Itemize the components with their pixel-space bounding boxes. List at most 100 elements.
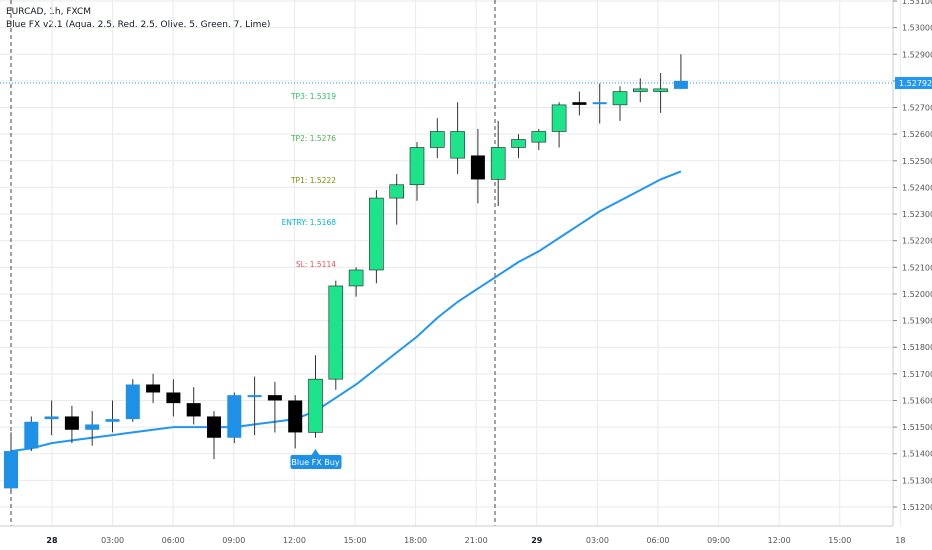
candle-body <box>227 395 242 438</box>
moving-average <box>10 170 682 453</box>
candle[interactable] <box>24 416 39 452</box>
candle[interactable] <box>612 86 628 121</box>
ma-line <box>10 170 682 453</box>
price-tick-label: 1.53000 <box>902 24 932 33</box>
candle[interactable] <box>653 72 668 113</box>
candle-body <box>348 269 364 287</box>
time-tick-label: 15:00 <box>343 536 366 545</box>
candle[interactable] <box>44 400 59 436</box>
buy-signal-label: Blue FX Buy <box>291 458 339 467</box>
candle-body <box>105 419 120 422</box>
candle[interactable] <box>105 400 120 433</box>
candles[interactable] <box>4 54 688 494</box>
candle[interactable] <box>490 120 506 207</box>
time-tick-label: 18 <box>895 536 905 545</box>
price-tick-label: 1.52200 <box>902 237 932 246</box>
candle-body <box>429 131 445 148</box>
candle[interactable] <box>328 280 344 390</box>
price-tick-label: 1.52400 <box>902 183 932 192</box>
candle[interactable] <box>409 142 425 201</box>
candle-body <box>612 91 628 106</box>
candle-body <box>125 384 140 420</box>
buy-signal: Blue FX Buy <box>290 449 342 469</box>
time-tick-label: 03:00 <box>101 536 124 545</box>
candle[interactable] <box>267 381 282 433</box>
time-tick-label: 12:00 <box>768 536 791 545</box>
price-tick-label: 1.52600 <box>902 130 932 139</box>
time-tick-label: 09:00 <box>707 536 730 545</box>
candle[interactable] <box>64 405 79 444</box>
indicator-label: Blue FX v2.1 (Aqua, 2.5, Red, 2.5, Olive… <box>6 20 271 30</box>
candle-body <box>166 392 181 404</box>
candle[interactable] <box>186 387 201 425</box>
grid <box>0 0 901 526</box>
candle[interactable] <box>207 411 221 460</box>
candle-body <box>267 395 282 401</box>
price-tick-label: 1.52500 <box>902 157 932 166</box>
buy-signal-arrow <box>311 449 320 455</box>
price-tick-label: 1.52100 <box>902 263 932 272</box>
trade-levels: TP3: 1.5319 TP2: 1.5276 TP1: 1.5222 ENTRY: … <box>282 92 337 269</box>
time-tick-label: 21:00 <box>465 536 488 545</box>
candle[interactable] <box>369 190 384 284</box>
price-tick-label: 1.51800 <box>902 343 932 352</box>
session-separators <box>10 0 496 526</box>
candle-body <box>592 102 607 105</box>
price-tick-label: 1.51400 <box>902 450 932 459</box>
price-tick-label: 1.52000 <box>902 290 932 299</box>
candle[interactable] <box>389 174 405 225</box>
trade-level-label: TP3: 1.5319 <box>290 92 336 101</box>
time-tick-label: 06:00 <box>162 536 185 545</box>
candle-body <box>369 197 384 271</box>
candle[interactable] <box>450 102 465 175</box>
price-tick-label: 1.51500 <box>902 423 932 432</box>
candle[interactable] <box>247 376 262 436</box>
current-price-label: 1.52792 <box>899 79 932 88</box>
time-axis[interactable]: 28 03:00 06:00 09:00 12:00 15:00 18:00 21:00 29 0… <box>0 525 905 545</box>
candle[interactable] <box>308 355 323 438</box>
candle[interactable] <box>166 379 181 417</box>
candle-body <box>24 421 39 449</box>
time-tick-label: 29 <box>531 536 543 545</box>
candle[interactable] <box>288 395 303 449</box>
candle-body <box>288 400 303 433</box>
candle[interactable] <box>348 267 364 297</box>
price-tick-label: 1.51200 <box>902 503 932 512</box>
candle[interactable] <box>429 118 445 159</box>
candle[interactable] <box>85 411 100 446</box>
candle[interactable] <box>572 91 587 116</box>
candle[interactable] <box>125 379 140 422</box>
candle[interactable] <box>227 392 242 444</box>
candle[interactable] <box>146 373 161 404</box>
time-tick-label: 15:00 <box>828 536 851 545</box>
candle-body <box>389 184 405 199</box>
candle[interactable] <box>551 102 567 148</box>
candle-body <box>572 102 587 105</box>
price-axis[interactable]: 1.531001.530001.529001.528001.527001.526… <box>892 0 932 526</box>
candle[interactable] <box>511 134 526 159</box>
time-tick-label: 06:00 <box>646 536 669 545</box>
candle[interactable] <box>592 83 607 124</box>
candle-body <box>64 416 79 430</box>
current-price-tag <box>895 77 932 90</box>
price-tick-label: 1.52700 <box>902 104 932 113</box>
trade-level-label: SL: 1.5114 <box>296 260 336 269</box>
trade-level-label: ENTRY: 1.5168 <box>282 218 337 227</box>
candle[interactable] <box>632 78 648 103</box>
candle[interactable] <box>531 128 547 151</box>
candle-body <box>551 104 567 132</box>
time-tick-label: 18:00 <box>404 536 427 545</box>
candle[interactable] <box>673 54 688 89</box>
price-tick-label: 1.51300 <box>902 476 932 485</box>
candle-body <box>450 131 465 159</box>
time-tick-label: 09:00 <box>222 536 245 545</box>
candle-body <box>328 285 344 380</box>
price-tick-label: 1.52900 <box>902 50 932 59</box>
candle-body <box>85 424 100 430</box>
candle[interactable] <box>4 432 18 494</box>
candle-body <box>308 378 323 433</box>
candle[interactable] <box>470 128 485 204</box>
candle-body <box>632 88 648 92</box>
buy-signal-badge <box>290 455 342 469</box>
